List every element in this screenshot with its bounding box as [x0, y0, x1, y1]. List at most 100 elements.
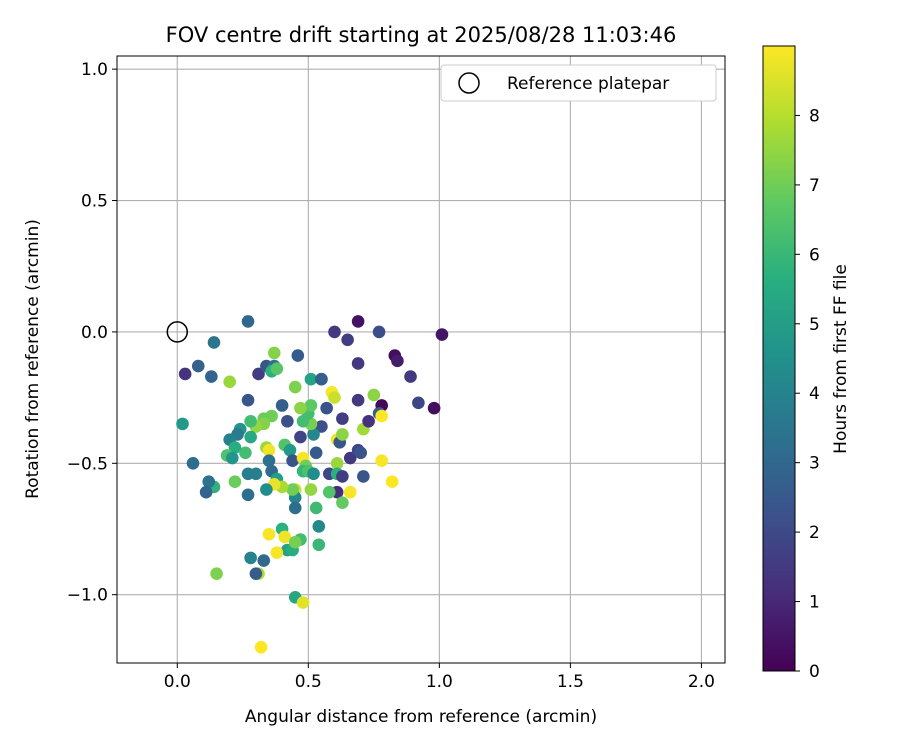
colorbar-tick-label: 1 [809, 593, 820, 613]
data-point [241, 467, 255, 481]
data-point [315, 420, 328, 433]
data-point [228, 441, 242, 454]
colorbar: 0 1 2 3 4 5 6 7 8 Hours from first FF file [762, 45, 851, 682]
data-point [320, 401, 333, 415]
legend-box [440, 64, 717, 102]
data-point [288, 535, 302, 549]
x-tick-label: 0.5 [295, 672, 322, 692]
data-point [322, 485, 336, 499]
data-point [312, 538, 326, 552]
grid [117, 56, 725, 663]
data-point [391, 354, 404, 368]
data-point [207, 336, 221, 349]
data-point [262, 454, 276, 467]
data-point [336, 428, 349, 441]
data-point [309, 446, 323, 460]
data-point [241, 315, 255, 328]
data-point [249, 567, 263, 580]
data-point [267, 346, 281, 360]
colorbar-tick-label: 6 [809, 245, 820, 265]
data-point [304, 483, 318, 496]
data-point [270, 546, 284, 559]
y-tick-label: −0.5 [67, 454, 108, 474]
data-point [328, 325, 341, 339]
data-point [262, 527, 276, 541]
data-point [223, 375, 236, 389]
y-tick-label: 0.0 [81, 323, 108, 343]
x-tick-label: 1.0 [426, 672, 453, 692]
colorbar-tick-label: 7 [809, 176, 820, 196]
data-point [309, 501, 323, 515]
data-point [307, 467, 320, 481]
data-point [354, 446, 368, 460]
y-tick-label: 0.5 [81, 192, 108, 212]
data-point [296, 596, 310, 609]
data-point [375, 409, 388, 423]
data-point [294, 401, 307, 415]
data-point [427, 401, 441, 415]
data-point [328, 391, 341, 404]
colorbar-tick-label: 4 [809, 384, 820, 404]
x-axis-label: Angular distance from reference (arcmin) [245, 707, 597, 727]
data-point [351, 393, 365, 407]
data-point [304, 399, 318, 412]
y-tick-label: 1.0 [81, 60, 108, 80]
data-point [291, 349, 305, 362]
data-point [435, 328, 449, 341]
data-point [336, 496, 349, 510]
data-point [281, 414, 294, 428]
data-point [375, 454, 388, 467]
colorbar-tick-label: 5 [809, 315, 820, 335]
x-tick-label: 2.0 [688, 672, 715, 692]
data-point [357, 470, 370, 483]
data-point [412, 396, 425, 410]
data-point [239, 446, 252, 460]
data-point [336, 470, 349, 483]
colorbar-tick-label: 0 [809, 662, 820, 682]
data-point [191, 359, 205, 373]
data-point [257, 554, 271, 567]
data-point [241, 393, 255, 407]
data-point [343, 485, 357, 499]
plot-frame [116, 55, 726, 664]
data-point [367, 388, 381, 402]
data-point [270, 362, 284, 375]
x-tick-label: 0.0 [164, 672, 191, 692]
data-point [241, 488, 255, 502]
data-point [262, 443, 276, 457]
data-point [252, 367, 265, 381]
y-axis-label: Rotation from reference (arcmin) [23, 219, 43, 499]
data-point [296, 414, 310, 428]
data-point [244, 551, 257, 565]
data-point [294, 430, 307, 444]
data-points [166, 315, 449, 654]
data-point [210, 567, 223, 580]
colorbar-gradient [762, 45, 796, 672]
data-point [330, 456, 344, 470]
data-point [286, 454, 299, 467]
legend-entry-reference: Reference platepar [507, 74, 669, 94]
data-point [228, 475, 242, 488]
data-point [178, 367, 192, 381]
data-point [307, 428, 320, 441]
data-point [226, 451, 239, 465]
data-point [336, 412, 349, 425]
data-point [199, 485, 213, 499]
legend: Reference platepar [440, 64, 717, 102]
colorbar-label: Hours from first FF file [831, 264, 851, 454]
colorbar-tick-label: 2 [809, 523, 820, 543]
data-point [385, 475, 399, 488]
colorbar-tick-label: 3 [809, 454, 820, 474]
data-point [288, 501, 302, 515]
colorbar-ticks: 0 1 2 3 4 5 6 7 8 [795, 106, 820, 682]
y-tick-label: −1.0 [67, 586, 108, 606]
reference-platepar-marker [166, 321, 189, 343]
data-point [186, 456, 200, 470]
data-point [244, 414, 257, 428]
data-point [244, 430, 257, 444]
data-point [275, 399, 289, 412]
data-point [341, 333, 354, 347]
data-point [176, 417, 189, 431]
data-point [254, 640, 268, 654]
